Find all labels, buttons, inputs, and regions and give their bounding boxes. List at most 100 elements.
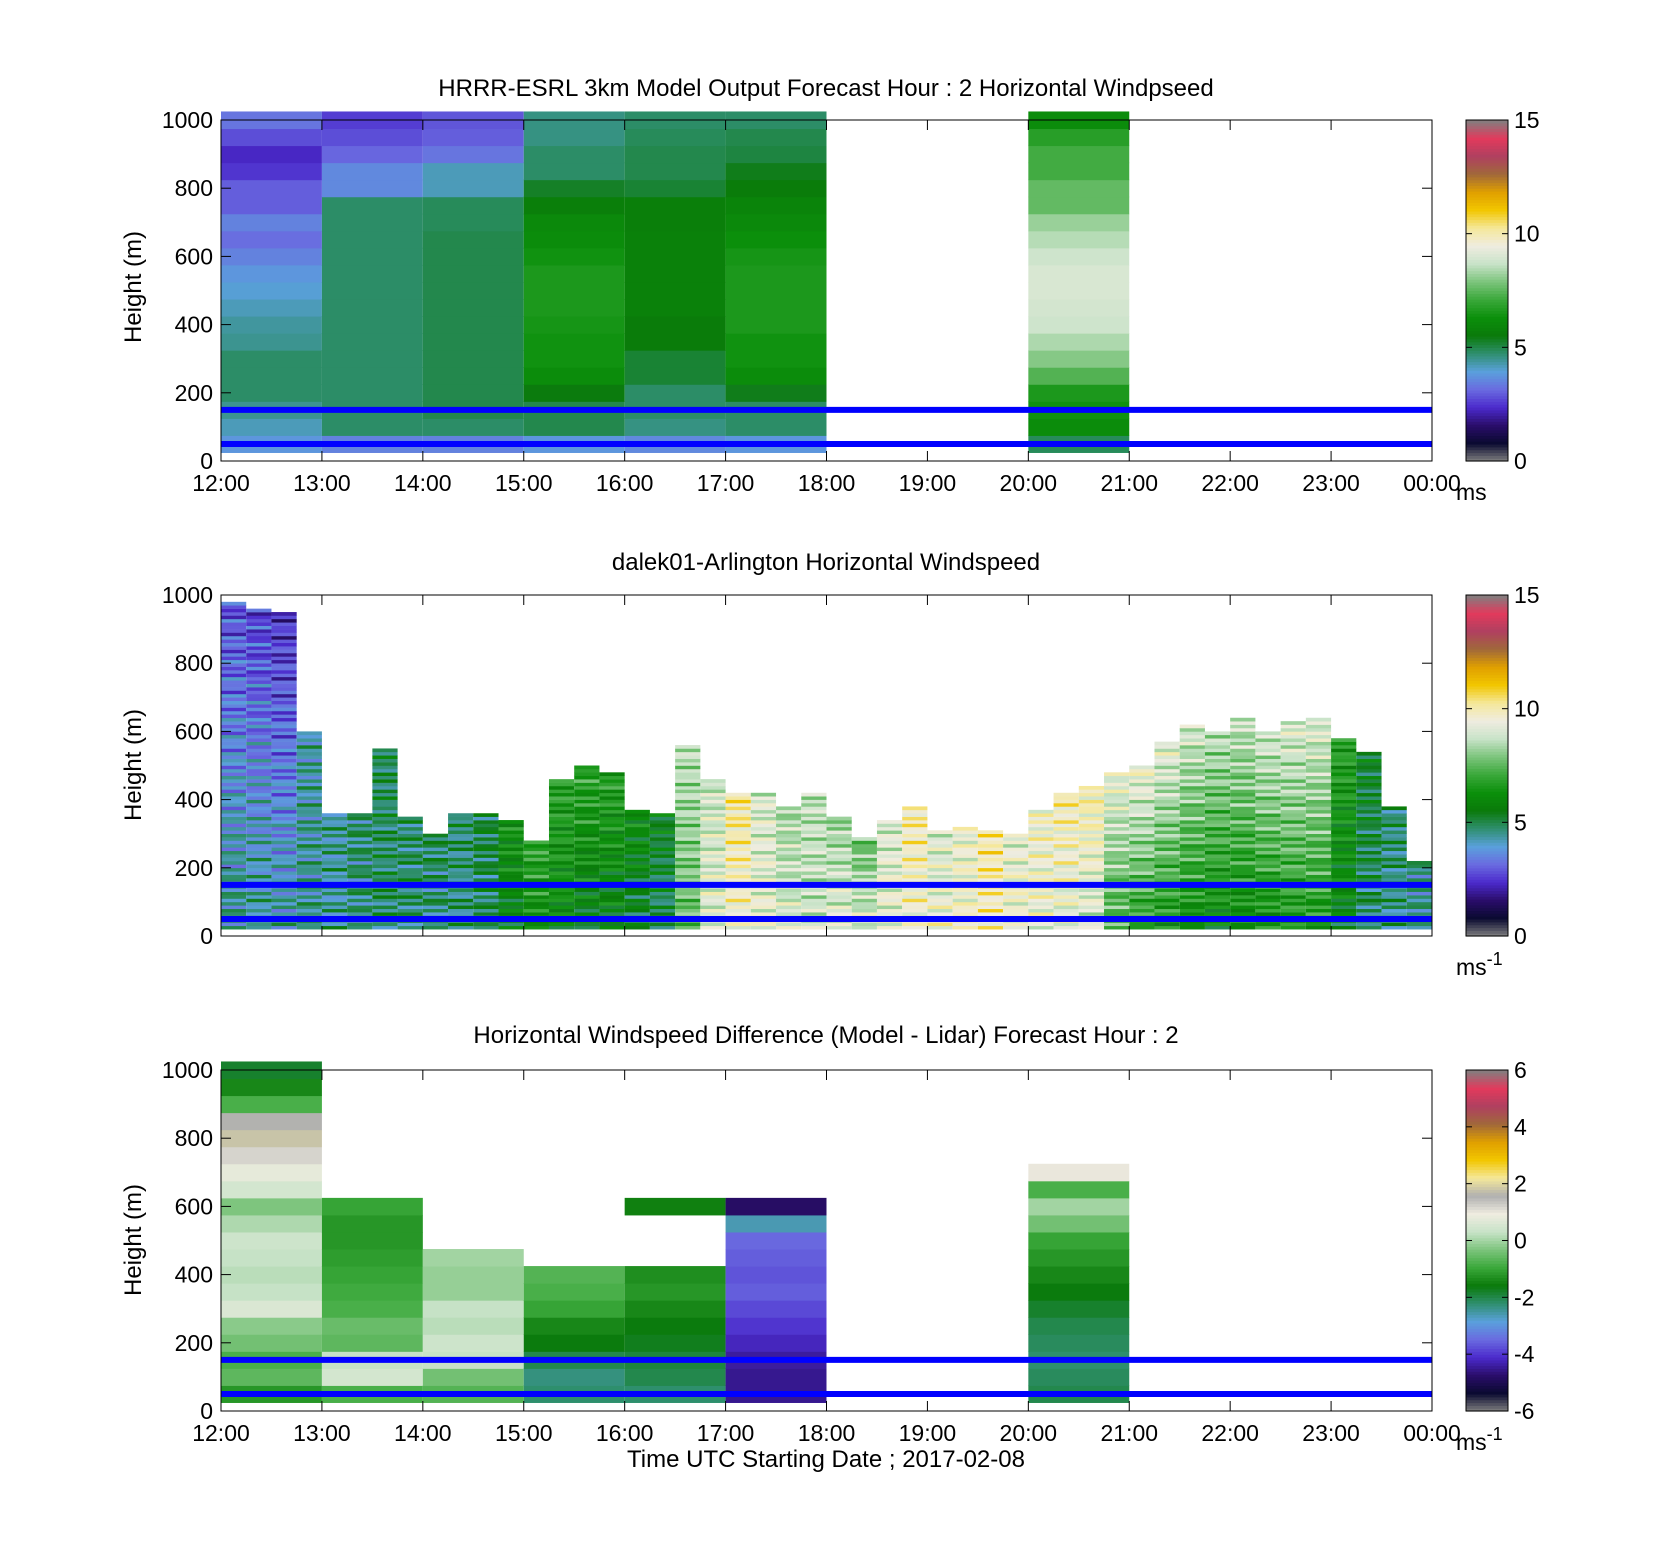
heatmap-cell [1104, 809, 1130, 814]
heatmap-cell [1028, 247, 1130, 266]
heatmap-cell [927, 878, 953, 882]
heatmap-cell [776, 864, 802, 869]
heatmap-cell [296, 775, 322, 780]
heatmap-cell [1305, 762, 1332, 766]
heatmap-cell [372, 891, 398, 896]
colorbar-segment [1466, 154, 1508, 158]
y-tick-label: 600 [175, 718, 213, 744]
heatmap-cell [246, 826, 272, 831]
heatmap-cell [1078, 891, 1105, 896]
heatmap-cell [1305, 727, 1332, 732]
heatmap-cell [473, 860, 499, 865]
heatmap-cell [246, 642, 272, 647]
heatmap-cell [1104, 772, 1130, 777]
colorbar-tick-label: 4 [1514, 1114, 1527, 1140]
heatmap-cell [1305, 860, 1332, 865]
heatmap-cell [296, 799, 322, 804]
heatmap-cell [1053, 925, 1079, 930]
colorbar-segment [1466, 870, 1508, 875]
heatmap-cell [1331, 895, 1357, 899]
colorbar-tick-label: 2 [1514, 1171, 1527, 1197]
heatmap-cell [1305, 792, 1332, 797]
heatmap-cell [1406, 901, 1432, 906]
heatmap-cell [574, 864, 600, 869]
heatmap-cell [321, 350, 423, 368]
heatmap-cell [1305, 721, 1332, 725]
heatmap-cell [271, 830, 297, 834]
colorbar-segment [1466, 882, 1508, 886]
heatmap-cell [246, 680, 272, 684]
heatmap-cell [1154, 860, 1180, 865]
heatmap-cell [1255, 857, 1281, 862]
heatmap-cell [1028, 1317, 1130, 1335]
heatmap-cell [246, 878, 272, 882]
heatmap-cell [221, 775, 247, 780]
heatmap-cell [1028, 826, 1054, 831]
heatmap-cell [1356, 874, 1382, 879]
heatmap-cell [1331, 912, 1357, 916]
heatmap-cell [876, 837, 903, 841]
heatmap-cell [700, 860, 726, 865]
colorbar-segment [1466, 1357, 1508, 1361]
heatmap-cell [801, 792, 827, 797]
heatmap-cell [927, 857, 953, 862]
heatmap-cell [1154, 816, 1180, 821]
heatmap-cell [246, 762, 272, 766]
heatmap-cell [271, 700, 297, 705]
heatmap-cell [1104, 813, 1130, 817]
heatmap-cell [246, 837, 272, 841]
heatmap-cell [1305, 833, 1332, 838]
colorbar-segment [1466, 290, 1508, 294]
heatmap-cell [1078, 922, 1105, 927]
heatmap-cell [675, 905, 701, 910]
heatmap-cell [801, 799, 827, 804]
heatmap-cell [725, 1231, 827, 1250]
colorbar-segment [1466, 335, 1508, 340]
heatmap-cell [448, 888, 474, 892]
colorbar-segment [1466, 1200, 1508, 1205]
heatmap-cell [902, 860, 928, 865]
heatmap-cell [246, 864, 272, 869]
heatmap-cell [246, 867, 272, 872]
heatmap-cell [1028, 1249, 1130, 1267]
heatmap-cell [1305, 901, 1332, 906]
heatmap-cell [1179, 843, 1205, 848]
heatmap-cell [1381, 823, 1407, 828]
heatmap-cell [826, 823, 852, 828]
colorbar-segment [1466, 250, 1508, 255]
heatmap-cell [1179, 806, 1205, 811]
heatmap-cell [498, 837, 524, 841]
heatmap-cell [599, 925, 625, 930]
heatmap-cell [1305, 738, 1332, 742]
colorbar-segment [1466, 771, 1508, 775]
heatmap-cell [725, 792, 751, 797]
heatmap-cell [347, 905, 373, 910]
heatmap-cell [1053, 847, 1079, 852]
heatmap-cell [271, 683, 297, 688]
heatmap-cell [321, 888, 348, 892]
heatmap-cell [473, 823, 499, 828]
heatmap-cell [952, 908, 978, 913]
heatmap-cell [1331, 878, 1357, 882]
colorbar-segment [1466, 210, 1508, 215]
heatmap-cell [675, 925, 701, 930]
heatmap-cell [750, 860, 777, 865]
heatmap-cell [271, 871, 297, 875]
heatmap-cell [801, 901, 827, 906]
heatmap-cell [271, 748, 297, 753]
colorbar-frame [1465, 594, 1509, 937]
heatmap-cell [574, 782, 600, 787]
heatmap-cell [675, 806, 701, 811]
heatmap-cell [1255, 779, 1281, 783]
heatmap-cell [498, 891, 524, 896]
heatmap-cell [473, 905, 499, 910]
heatmap-cell [548, 895, 575, 899]
heatmap-cell [347, 843, 373, 848]
heatmap-cell [851, 840, 877, 845]
heatmap-cell [1154, 922, 1180, 927]
heatmap-cell [221, 898, 247, 903]
heatmap-cell [448, 854, 474, 858]
heatmap-cell [1280, 895, 1306, 899]
heatmap-cell [1179, 751, 1205, 756]
heatmap-cell [1003, 850, 1029, 855]
